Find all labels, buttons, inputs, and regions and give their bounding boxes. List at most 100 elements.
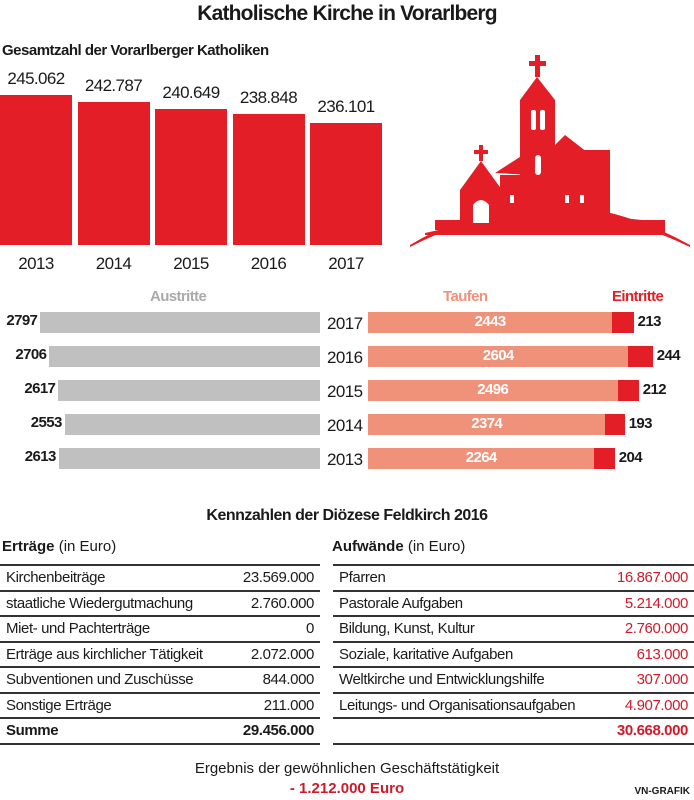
year-label-2017: 2017 (328, 254, 364, 273)
taufen-value-2017: 2443 (474, 313, 507, 330)
eintritte-bar-2016 (628, 346, 653, 367)
expense-row: Bildung, Kunst, Kultur 2.760.000 (333, 615, 694, 642)
value-label-2014: 242.787 (84, 75, 143, 95)
year-label-2017: 2017 (327, 314, 363, 333)
eintritte-bar-2015 (617, 380, 639, 401)
row-label: Erträge aus kirchlicher Tätigkeit (0, 640, 229, 667)
austritte-value-2017: 2797 (6, 312, 38, 329)
row-label: Summe (0, 717, 229, 745)
income-row: Kirchenbeiträge 23.569.000 (0, 564, 320, 591)
row-value: 16.867.000 (603, 564, 694, 591)
taufen-bar-2015 (368, 380, 618, 401)
result-label: Ergebnis der gewöhnlichen Geschäftstätig… (194, 760, 500, 777)
value-label-2017: 236.101 (317, 96, 375, 116)
row-label: Miet- und Pachterträge (0, 615, 229, 642)
row-label: Pfarren (333, 564, 604, 591)
eintritte-value-2016: 244 (656, 347, 681, 364)
row-value: 23.569.000 (228, 564, 320, 591)
austritte-bar-2016 (49, 346, 320, 367)
expense-row: Soziale, karitative Aufgaben 613.000 (333, 640, 694, 667)
legend-taufen: Taufen (443, 288, 488, 305)
row-label (333, 717, 604, 745)
income-row: Miet- und Pachterträge 0 (0, 615, 320, 642)
eintritte-value-2014: 193 (628, 415, 653, 432)
taufen-value-2013: 2264 (465, 449, 498, 466)
expenses-heading: Aufwände (in Euro) (332, 538, 465, 555)
row-label: Weltkirche und Entwicklungshilfe (333, 666, 604, 693)
year-label-2016: 2016 (327, 348, 363, 367)
income-row: Subventionen und Zuschüsse 844.000 (0, 666, 320, 693)
bar-2016 (232, 114, 305, 245)
eintritte-bar-2013 (594, 448, 615, 469)
bar-2013 (0, 94, 72, 245)
income-sum-row: Summe 29.456.000 (0, 717, 320, 745)
expense-row: Weltkirche und Entwicklungshilfe 307.000 (333, 666, 694, 693)
row-value: 30.668.000 (603, 717, 694, 745)
row-value: 2.760.000 (228, 589, 320, 616)
income-table: Kirchenbeiträge 23.569.000 staatliche Wied… (0, 564, 320, 745)
page-title: Katholische Kirche in Vorarlberg (197, 2, 497, 25)
taufen-value-2015: 2496 (477, 381, 509, 398)
bar-chart-title: Gesamtzahl der Vorarlberger Katholiken (2, 42, 269, 59)
eintritte-value-2015: 212 (642, 381, 667, 398)
taufen-value-2016: 2604 (482, 347, 515, 364)
result-value: - 1.212.000 Euro (289, 780, 405, 797)
value-label-2015: 240.649 (162, 82, 220, 102)
bar-2015 (155, 108, 227, 245)
austritte-value-2015: 2617 (24, 380, 56, 397)
austritte-bar-2013 (58, 448, 320, 469)
taufen-bar-2013 (368, 448, 595, 469)
row-value: 2.072.000 (228, 640, 320, 667)
row-label: Pastorale Aufgaben (333, 589, 604, 616)
eintritte-bar-2017 (612, 312, 634, 333)
row-value: 844.000 (228, 666, 320, 693)
row-label: Leitungs- und Organisationsaufgaben (333, 691, 604, 718)
row-label: Soziale, karitative Aufgaben (333, 640, 604, 667)
expenses-table: Pfarren 16.867.000 Pastorale Aufgaben 5.214… (333, 564, 694, 745)
legend-eintritte: Eintritte (612, 288, 664, 305)
taufen-bar-2017 (368, 312, 613, 333)
legend-austritte: Austritte (150, 288, 207, 305)
year-label-2015: 2015 (327, 382, 363, 401)
row-value: 2.760.000 (603, 615, 694, 642)
expense-row: Leitungs- und Organisationsaufgaben 4.907… (333, 691, 694, 718)
church-icon (410, 55, 690, 247)
taufen-bar-2016 (368, 346, 629, 367)
income-heading-label: Erträge (2, 538, 55, 555)
credit: VN-GRAFIK (634, 786, 690, 797)
taufen-bar-2014 (368, 414, 606, 435)
year-label-2014: 2014 (95, 254, 132, 273)
expenses-unit: (in Euro) (407, 538, 466, 555)
austritte-bar-2017 (40, 312, 320, 333)
expense-sum-row: 30.668.000 (333, 717, 694, 745)
row-value: 307.000 (603, 666, 694, 693)
austritte-value-2013: 2613 (24, 448, 57, 465)
year-label-2013: 2013 (18, 254, 54, 273)
austritte-bar-2015 (58, 380, 320, 401)
row-value: 4.907.000 (603, 691, 694, 718)
year-label-2013: 2013 (327, 450, 363, 469)
income-unit: (in Euro) (58, 538, 117, 555)
taufen-value-2014: 2374 (471, 415, 503, 432)
finance-title: Kennzahlen der Diözese Feldkirch 2016 (206, 507, 488, 524)
row-value: 613.000 (603, 640, 694, 667)
income-row: staatliche Wiedergutmachung 2.760.000 (0, 589, 320, 616)
expense-row: Pfarren 16.867.000 (333, 564, 694, 591)
eintritte-value-2017: 213 (637, 313, 662, 330)
row-label: staatliche Wiedergutmachung (0, 589, 229, 616)
austritte-value-2016: 2706 (15, 346, 47, 363)
row-label: Kirchenbeiträge (0, 564, 229, 591)
austritte-value-2014: 2553 (30, 414, 63, 431)
eintritte-value-2013: 204 (618, 449, 643, 466)
income-row: Erträge aus kirchlicher Tätigkeit 2.072.0… (0, 640, 320, 667)
year-label-2015: 2015 (173, 254, 209, 273)
row-label: Bildung, Kunst, Kultur (333, 615, 604, 642)
expenses-heading-label: Aufwände (332, 538, 404, 555)
income-row: Sonstige Erträge 211.000 (0, 691, 320, 718)
value-label-2013: 245.062 (7, 68, 65, 88)
bar-2014 (77, 101, 150, 245)
row-value: 211.000 (228, 691, 320, 718)
income-heading: Erträge (in Euro) (2, 538, 116, 555)
expense-row: Pastorale Aufgaben 5.214.000 (333, 589, 694, 616)
